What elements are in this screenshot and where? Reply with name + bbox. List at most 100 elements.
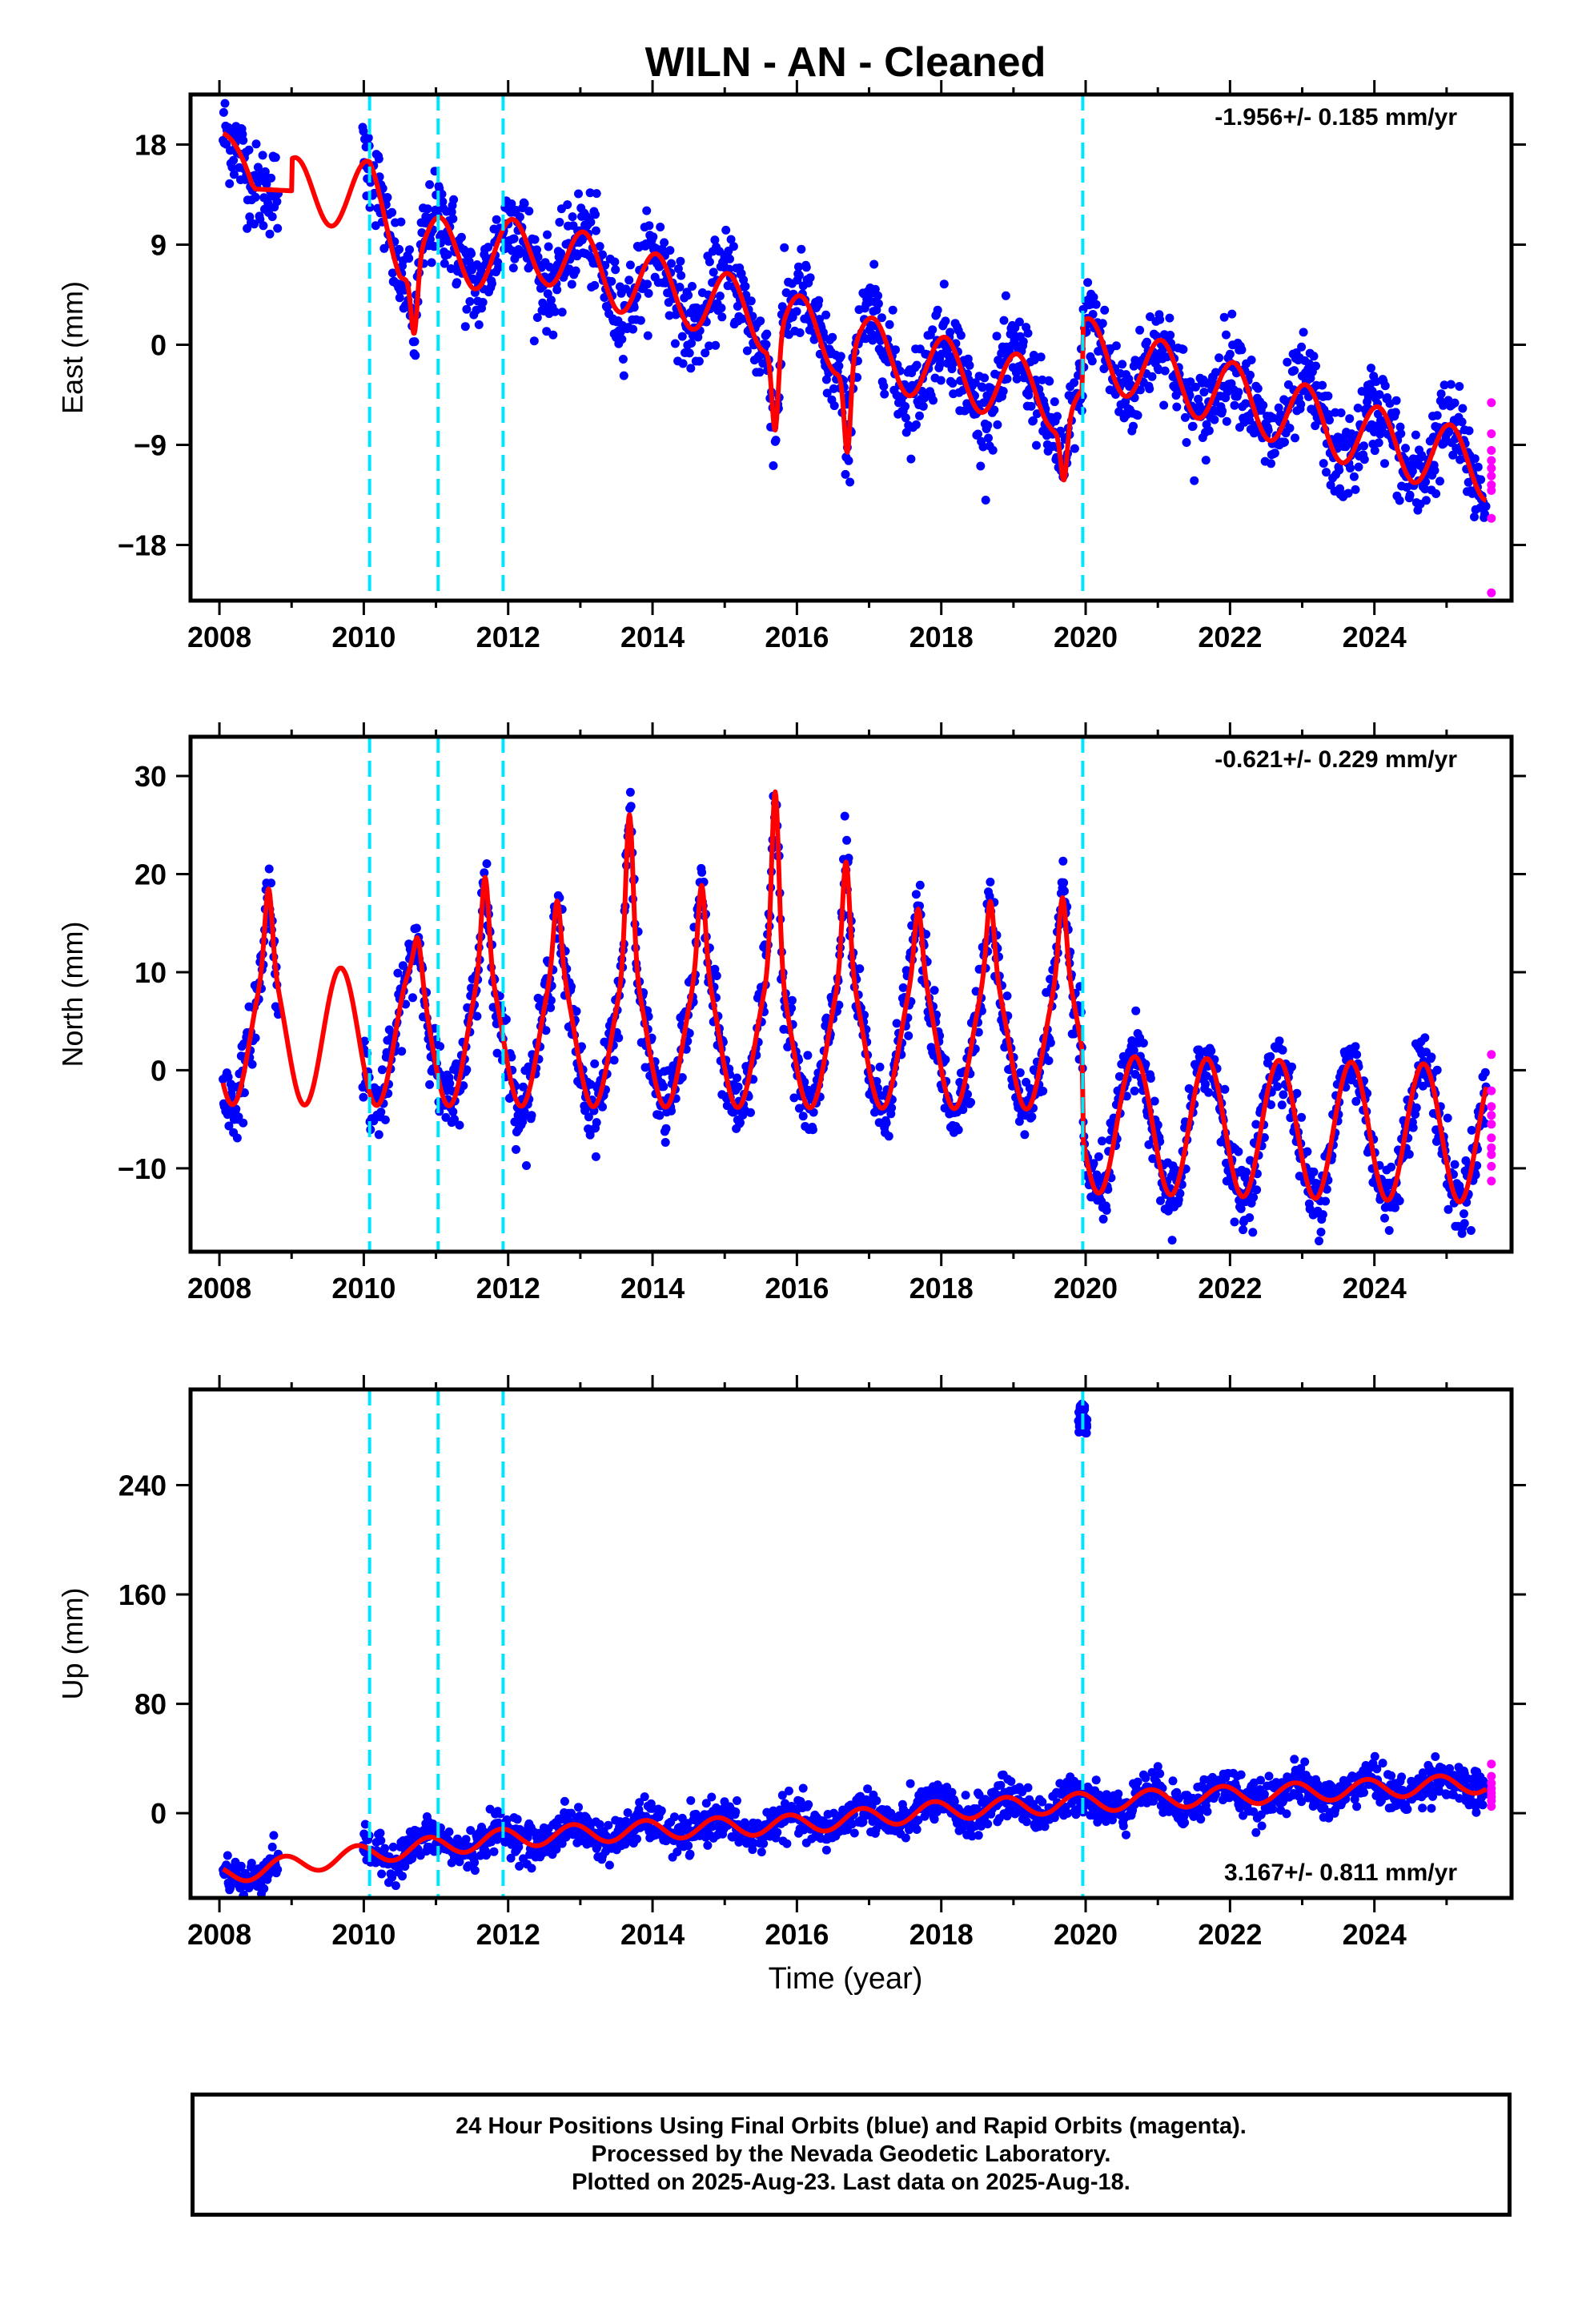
final-orbit-point: [1253, 384, 1263, 393]
up-panel: 2008 2010 2012 2014 2016 2018 2020 2022 20240801…: [56, 1375, 1526, 1951]
final-orbit-point: [397, 1047, 407, 1056]
final-orbit-point: [1118, 360, 1127, 369]
final-orbit-point: [484, 243, 493, 252]
final-orbit-point: [676, 256, 685, 266]
final-orbit-point: [376, 1835, 386, 1845]
final-orbit-point: [455, 1120, 464, 1130]
final-orbit-point: [436, 1042, 445, 1051]
final-orbit-point: [717, 304, 726, 313]
final-orbit-point: [948, 379, 958, 388]
final-orbit-point: [998, 387, 1008, 396]
final-orbit-point: [359, 127, 368, 136]
final-orbit-point: [1237, 345, 1247, 355]
final-orbit-point: [614, 1033, 624, 1043]
final-orbit-point: [930, 986, 939, 995]
x-tick-label: 2022: [1198, 621, 1262, 653]
final-orbit-point: [858, 1817, 868, 1827]
final-orbit-point: [236, 1861, 246, 1871]
final-orbit-point: [239, 1118, 248, 1128]
final-orbit-point: [1464, 426, 1474, 436]
final-orbit-point: [988, 445, 998, 455]
final-orbit-point: [1252, 1185, 1262, 1195]
final-orbit-point: [460, 322, 470, 332]
final-orbit-point: [512, 1815, 522, 1824]
final-orbit-point: [885, 320, 894, 329]
final-orbit-point: [1015, 1068, 1025, 1077]
final-orbit-point: [1411, 1103, 1421, 1112]
final-orbit-point: [1146, 312, 1154, 321]
final-orbit-point: [391, 1881, 400, 1891]
final-orbit-point: [855, 964, 865, 974]
final-orbit-point: [1098, 319, 1107, 328]
final-orbit-point: [915, 880, 925, 890]
final-orbit-point: [618, 355, 628, 364]
final-orbit-point: [872, 1796, 881, 1805]
final-orbit-point: [592, 1118, 601, 1128]
final-orbit-point: [939, 279, 949, 289]
final-orbit-point: [223, 1110, 232, 1120]
final-orbit-point: [1480, 1068, 1490, 1077]
final-orbit-point: [773, 1827, 782, 1837]
final-orbit-point: [983, 1819, 993, 1829]
final-orbit-point: [1259, 400, 1268, 410]
final-orbit-point: [901, 1833, 910, 1843]
final-orbit-point: [1476, 475, 1486, 485]
final-orbit-point: [709, 267, 718, 277]
final-orbit-point: [428, 1819, 438, 1828]
final-orbit-point: [1467, 1125, 1476, 1135]
final-orbit-point: [1222, 416, 1231, 426]
final-orbit-point: [253, 163, 263, 172]
final-orbit-point: [1353, 404, 1363, 412]
final-orbit-point: [427, 258, 436, 267]
final-orbit-point: [861, 334, 870, 344]
final-orbit-point: [425, 180, 435, 189]
final-orbit-point: [264, 864, 274, 874]
final-orbit-point: [1391, 396, 1401, 405]
final-orbit-point: [1111, 341, 1121, 351]
final-orbit-point: [761, 340, 771, 349]
final-orbit-point: [604, 1860, 614, 1870]
final-orbit-point: [976, 461, 986, 471]
final-orbit-point: [863, 1784, 873, 1794]
rapid-orbit-point: [1487, 1143, 1496, 1152]
final-orbit-point: [1098, 1214, 1108, 1224]
final-orbit-point: [448, 1107, 458, 1116]
final-orbit-point: [1036, 352, 1046, 362]
x-tick-label: 2018: [909, 621, 974, 653]
final-orbit-point: [803, 1051, 813, 1060]
final-orbit-point: [400, 1862, 410, 1872]
final-orbit-point: [1133, 411, 1142, 420]
final-orbit-point: [262, 179, 271, 189]
final-orbit-point: [1063, 1808, 1072, 1818]
final-orbit-point: [592, 1842, 602, 1852]
final-orbit-point: [425, 1080, 435, 1089]
final-orbit-point: [1023, 328, 1033, 338]
rapid-orbit-point: [1487, 1111, 1496, 1120]
final-orbit-point: [1050, 397, 1059, 407]
final-orbit-point: [1156, 1196, 1165, 1205]
final-orbit-point: [482, 859, 492, 868]
final-orbit-point: [845, 477, 855, 487]
final-orbit-point: [1299, 328, 1308, 337]
final-orbit-point: [1056, 426, 1066, 436]
final-orbit-point: [1070, 378, 1079, 388]
final-orbit-point: [1227, 309, 1237, 319]
final-orbit-point: [259, 1884, 269, 1893]
final-orbit-point: [913, 1815, 923, 1825]
final-orbit-point: [1346, 464, 1355, 473]
final-orbit-point: [1321, 1196, 1331, 1206]
final-orbit-point: [231, 1104, 241, 1114]
final-orbit-point: [1167, 1236, 1177, 1245]
final-orbit-point: [737, 314, 747, 324]
final-orbit-point: [519, 1082, 528, 1092]
y-tick-label: −9: [134, 429, 167, 462]
y-tick-label: 30: [135, 760, 167, 793]
final-orbit-point: [1204, 1088, 1214, 1097]
rapid-orbit-point: [1487, 1102, 1496, 1112]
final-orbit-point: [482, 1849, 492, 1859]
final-orbit-point: [1194, 394, 1203, 404]
final-orbit-point: [1225, 349, 1235, 359]
final-orbit-point: [986, 877, 995, 887]
final-orbit-point: [755, 368, 765, 377]
final-orbit-point: [462, 304, 472, 314]
